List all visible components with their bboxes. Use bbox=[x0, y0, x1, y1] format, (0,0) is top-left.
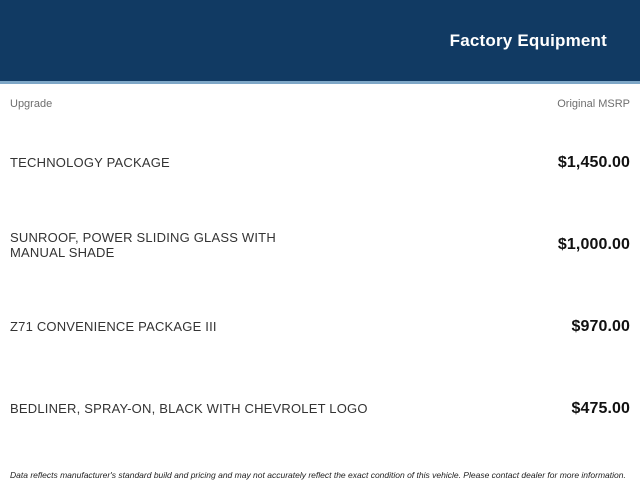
table-row: Z71 CONVENIENCE PACKAGE III $970.00 bbox=[10, 286, 630, 368]
panel-header: Factory Equipment bbox=[0, 0, 640, 84]
page-title: Factory Equipment bbox=[449, 30, 607, 50]
equipment-label: TECHNOLOGY PACKAGE bbox=[10, 155, 170, 171]
equipment-label: Z71 CONVENIENCE PACKAGE III bbox=[10, 319, 217, 335]
equipment-label: BEDLINER, SPRAY-ON, BLACK WITH CHEVROLET… bbox=[10, 401, 368, 417]
table-column-headers: Upgrade Original MSRP bbox=[10, 84, 630, 113]
table-row: BEDLINER, SPRAY-ON, BLACK WITH CHEVROLET… bbox=[10, 368, 630, 450]
table-row: TECHNOLOGY PACKAGE $1,450.00 bbox=[10, 122, 630, 204]
equipment-price: $475.00 bbox=[571, 400, 630, 417]
equipment-price: $1,000.00 bbox=[557, 236, 630, 253]
equipment-rows: TECHNOLOGY PACKAGE $1,450.00 SUNROOF, PO… bbox=[10, 113, 630, 450]
panel-footer: Data reflects manufacturer's standard bu… bbox=[0, 464, 640, 480]
equipment-label: SUNROOF, POWER SLIDING GLASS WITH MANUAL… bbox=[10, 229, 276, 261]
equipment-price: $1,450.00 bbox=[557, 154, 630, 171]
table-row: SUNROOF, POWER SLIDING GLASS WITH MANUAL… bbox=[10, 204, 630, 286]
equipment-price: $970.00 bbox=[571, 318, 630, 335]
column-header-upgrade: Upgrade bbox=[10, 98, 53, 110]
disclaimer-text: Data reflects manufacturer's standard bu… bbox=[10, 470, 626, 480]
equipment-table: Upgrade Original MSRP TECHNOLOGY PACKAGE… bbox=[0, 84, 640, 464]
column-header-msrp: Original MSRP bbox=[557, 98, 630, 110]
